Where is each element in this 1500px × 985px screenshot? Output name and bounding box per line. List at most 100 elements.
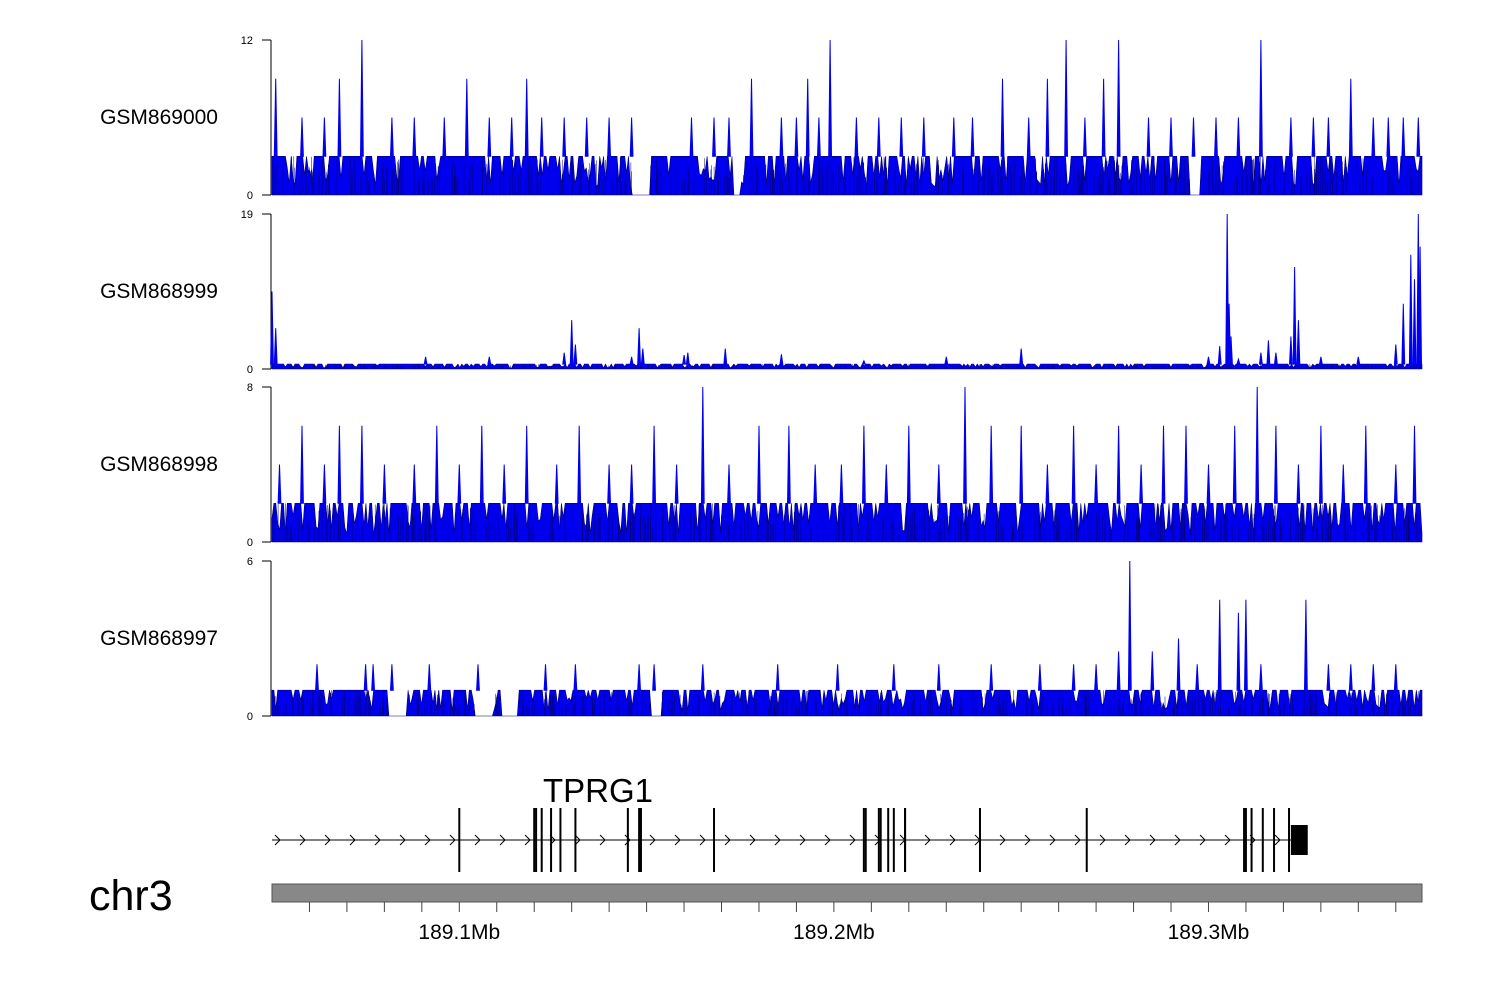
signal-peak[interactable] [936, 664, 941, 691]
signal-peak[interactable] [577, 425, 582, 504]
signal-peak[interactable] [363, 664, 368, 691]
signal-peak[interactable] [1255, 386, 1260, 504]
signal-peak[interactable] [1258, 39, 1263, 157]
signal-peak[interactable] [1150, 651, 1155, 691]
signal-peak[interactable] [1169, 117, 1173, 157]
signal-peak[interactable] [277, 464, 282, 504]
signal-peak[interactable] [1214, 117, 1218, 157]
signal-peak[interactable] [607, 117, 612, 157]
gene-label[interactable]: TPRG1 [543, 772, 653, 809]
signal-peak[interactable] [1412, 425, 1417, 504]
signal-peak[interactable] [970, 117, 975, 157]
signal-peak[interactable] [543, 664, 548, 691]
signal-peak[interactable] [629, 464, 634, 504]
signal-peak[interactable] [1266, 340, 1271, 365]
signal-peak[interactable] [1326, 117, 1331, 157]
signal-peak[interactable] [1127, 560, 1132, 691]
signal-peak[interactable] [427, 664, 432, 691]
signal-peak[interactable] [273, 78, 278, 157]
signal-peak[interactable] [1064, 39, 1069, 157]
signal-peak[interactable] [1236, 117, 1241, 157]
signal-peak[interactable] [1116, 651, 1121, 691]
signal-peak[interactable] [1101, 78, 1106, 157]
signal-peak[interactable] [1071, 425, 1076, 504]
signal-peak[interactable] [899, 117, 904, 157]
signal-peak[interactable] [637, 328, 642, 365]
signal-peak[interactable] [509, 117, 514, 157]
signal-peak[interactable] [359, 425, 364, 504]
signal-peak[interactable] [1026, 117, 1031, 157]
signal-peak[interactable] [786, 425, 791, 504]
signal-peak[interactable] [412, 117, 417, 157]
signal-peak[interactable] [891, 664, 896, 691]
signal-peak[interactable] [1273, 352, 1278, 365]
signal-peak[interactable] [689, 117, 694, 157]
signal-peak[interactable] [434, 425, 439, 504]
signal-peak[interactable] [854, 117, 859, 157]
signal-peak[interactable] [816, 117, 821, 157]
signal-peak[interactable] [1292, 266, 1297, 365]
signal-peak[interactable] [1258, 352, 1263, 365]
signal-peak[interactable] [989, 664, 994, 691]
signal-peak[interactable] [1393, 344, 1398, 365]
signal-peak[interactable] [1232, 425, 1237, 504]
signal-peak[interactable] [607, 464, 612, 504]
signal-peak[interactable] [1348, 664, 1353, 691]
signal-peak[interactable] [835, 664, 840, 691]
signal-peak[interactable] [389, 664, 394, 691]
signal-peak[interactable] [1082, 117, 1087, 157]
signal-peak[interactable] [539, 117, 544, 157]
signal-peak[interactable] [637, 664, 642, 691]
signal-peak[interactable] [1258, 664, 1263, 691]
signal-peak[interactable] [479, 425, 484, 504]
signal-peak[interactable] [1393, 664, 1398, 691]
signal-peak[interactable] [674, 464, 679, 504]
signal-peak[interactable] [682, 355, 687, 365]
signal-peak[interactable] [1045, 78, 1050, 157]
signal-peak[interactable] [487, 356, 492, 365]
signal-peak[interactable] [861, 425, 866, 504]
signal-peak[interactable] [1019, 348, 1024, 365]
signal-peak[interactable] [1416, 117, 1421, 157]
signal-peak[interactable] [1184, 425, 1188, 504]
signal-peak[interactable] [1195, 664, 1200, 691]
signal-peak[interactable] [884, 464, 889, 504]
signal-peak[interactable] [1243, 599, 1248, 691]
signal-peak[interactable] [573, 664, 578, 691]
signal-peak[interactable] [554, 464, 559, 504]
signal-peak[interactable] [502, 464, 507, 504]
signal-peak[interactable] [1236, 357, 1241, 365]
gene-model[interactable] [272, 808, 1308, 872]
signal-peak[interactable] [749, 78, 754, 157]
signal-peak[interactable] [423, 356, 428, 365]
signal-peak[interactable] [442, 117, 447, 157]
signal-peak[interactable] [1217, 346, 1222, 365]
signal-peak[interactable] [936, 464, 941, 504]
signal-peak[interactable] [685, 352, 690, 365]
signal-peak[interactable] [1094, 664, 1099, 691]
signal-peak[interactable] [1371, 117, 1376, 157]
signal-peak[interactable] [1318, 425, 1323, 504]
signal-peak[interactable] [723, 348, 728, 365]
signal-peak[interactable] [464, 78, 469, 157]
signal-peak[interactable] [337, 425, 342, 504]
signal-peak[interactable] [573, 344, 578, 365]
signal-peak[interactable] [562, 117, 567, 157]
signal-peak[interactable] [1229, 336, 1233, 365]
signal-peak[interactable] [273, 328, 278, 365]
signal-peak[interactable] [524, 78, 529, 157]
signal-peak[interactable] [1000, 78, 1005, 157]
signal-peak[interactable] [1371, 664, 1376, 691]
signal-peak[interactable] [1348, 78, 1353, 157]
signal-peak[interactable] [1401, 117, 1406, 157]
signal-peak[interactable] [359, 39, 364, 157]
signal-peak[interactable] [828, 39, 833, 157]
signal-peak[interactable] [562, 352, 567, 365]
signal-peak[interactable] [1393, 464, 1398, 504]
signal-peak[interactable] [839, 464, 844, 504]
signal-peak[interactable] [712, 117, 716, 157]
signal-peak[interactable] [524, 425, 529, 504]
signal-peak[interactable] [1206, 464, 1211, 504]
signal-peak[interactable] [412, 464, 417, 504]
signal-peak[interactable] [1401, 303, 1406, 365]
